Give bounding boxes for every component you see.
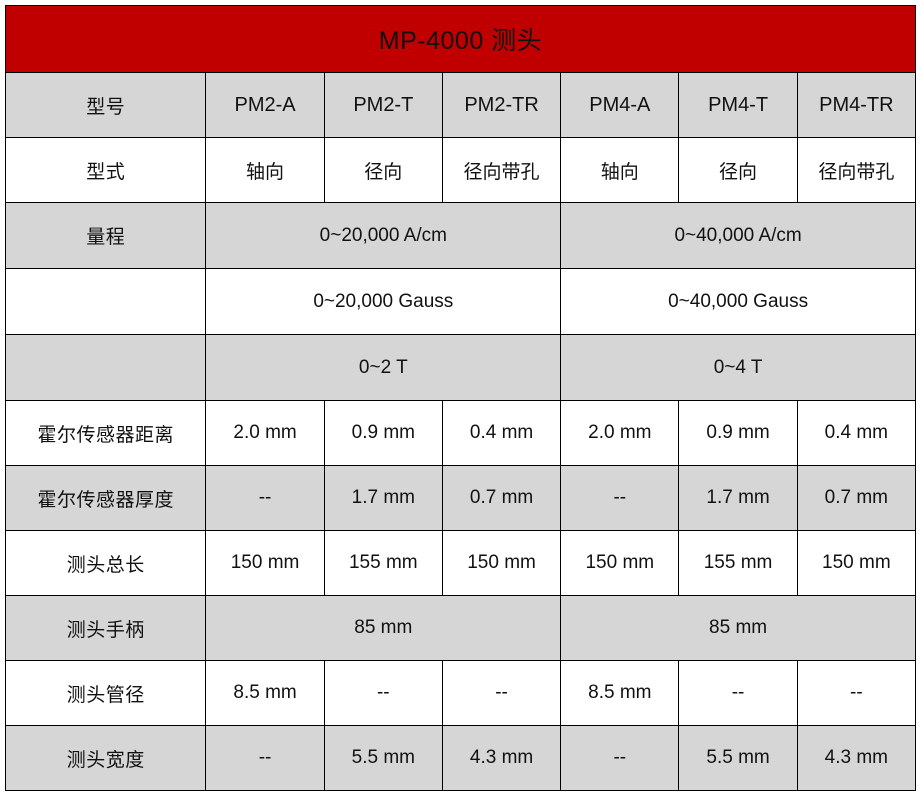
cell-sensor-distance-pm2tr: 0.4 mm	[441, 400, 562, 466]
cell-sensor-distance-pm4t: 0.9 mm	[678, 400, 798, 466]
row-label-probe-width: 测头宽度	[4, 725, 207, 791]
column-header-pm2tr: PM2-TR	[441, 72, 562, 138]
cell-sensor-distance-pm2a: 2.0 mm	[205, 400, 325, 466]
cell-probe-width-pm2tr: 4.3 mm	[441, 725, 562, 791]
cell-range-gauss-pm4: 0~40,000 Gauss	[560, 268, 916, 335]
cell-range-tesla-pm2: 0~2 T	[205, 334, 562, 401]
table-row-probe-length: 测头总长 150 mm 155 mm 150 mm 150 mm 155 mm …	[4, 530, 917, 596]
cell-probe-diameter-pm2a: 8.5 mm	[205, 660, 325, 726]
row-label-sensor-thickness: 霍尔传感器厚度	[4, 465, 207, 531]
cell-sensor-distance-pm4a: 2.0 mm	[560, 400, 680, 466]
cell-range-tesla-pm4: 0~4 T	[560, 334, 916, 401]
cell-type-pm2a: 轴向	[205, 137, 325, 203]
cell-type-pm2t: 径向	[323, 137, 443, 203]
table-row-sensor-thickness: 霍尔传感器厚度 -- 1.7 mm 0.7 mm -- 1.7 mm 0.7 m…	[4, 465, 917, 531]
cell-probe-diameter-pm4t: --	[678, 660, 798, 726]
cell-probe-length-pm2tr: 150 mm	[441, 530, 562, 596]
cell-sensor-thickness-pm4a: --	[560, 465, 680, 531]
table-row-range-gauss: 0~20,000 Gauss 0~40,000 Gauss	[4, 268, 916, 335]
cell-sensor-thickness-pm4tr: 0.7 mm	[796, 465, 917, 531]
column-header-pm4tr: PM4-TR	[796, 72, 917, 138]
cell-type-pm4tr: 径向带孔	[796, 137, 917, 203]
cell-sensor-thickness-pm2a: --	[205, 465, 325, 531]
cell-type-pm4a: 轴向	[560, 137, 680, 203]
table-title-row: MP-4000 测头	[5, 5, 916, 73]
table-title: MP-4000 测头	[5, 5, 916, 73]
cell-probe-length-pm4tr: 150 mm	[796, 530, 917, 596]
table-row-range-acm: 量程 0~20,000 A/cm 0~40,000 A/cm	[4, 202, 916, 269]
cell-range-acm-pm4: 0~40,000 A/cm	[560, 202, 916, 269]
table-row-probe-handle: 测头手柄 85 mm 85 mm	[4, 595, 916, 661]
cell-probe-handle-pm4: 85 mm	[560, 595, 916, 661]
table-row-probe-diameter: 测头管径 8.5 mm -- -- 8.5 mm -- --	[4, 660, 917, 726]
cell-sensor-thickness-pm2tr: 0.7 mm	[441, 465, 562, 531]
probe-specification-table: MP-4000 测头 型号 PM2-A PM2-T PM2-TR PM4-A P…	[4, 5, 917, 791]
cell-probe-diameter-pm4a: 8.5 mm	[560, 660, 680, 726]
row-label-range: 量程	[4, 202, 207, 269]
cell-probe-length-pm4a: 150 mm	[560, 530, 680, 596]
column-header-pm2a: PM2-A	[205, 72, 325, 138]
cell-probe-width-pm2t: 5.5 mm	[323, 725, 443, 791]
table-row-type: 型式 轴向 径向 径向带孔 轴向 径向 径向带孔	[4, 137, 917, 203]
table-row-probe-width: 测头宽度 -- 5.5 mm 4.3 mm -- 5.5 mm 4.3 mm	[4, 725, 917, 791]
table-row-range-tesla: 0~2 T 0~4 T	[4, 334, 916, 401]
row-label-range-tesla-empty	[4, 334, 207, 401]
cell-probe-diameter-pm2tr: --	[441, 660, 562, 726]
table-row-sensor-distance: 霍尔传感器距离 2.0 mm 0.9 mm 0.4 mm 2.0 mm 0.9 …	[4, 400, 917, 466]
table-header-row: 型号 PM2-A PM2-T PM2-TR PM4-A PM4-T PM4-TR	[4, 72, 917, 138]
row-label-probe-handle: 测头手柄	[4, 595, 207, 661]
cell-probe-diameter-pm4tr: --	[796, 660, 917, 726]
cell-sensor-thickness-pm4t: 1.7 mm	[678, 465, 798, 531]
cell-probe-length-pm2t: 155 mm	[323, 530, 443, 596]
cell-probe-width-pm4a: --	[560, 725, 680, 791]
cell-probe-handle-pm2: 85 mm	[205, 595, 562, 661]
cell-sensor-thickness-pm2t: 1.7 mm	[323, 465, 443, 531]
row-label-probe-length: 测头总长	[4, 530, 207, 596]
column-header-label: 型号	[4, 72, 207, 138]
cell-range-gauss-pm2: 0~20,000 Gauss	[205, 268, 562, 335]
cell-probe-length-pm4t: 155 mm	[678, 530, 798, 596]
cell-probe-width-pm4t: 5.5 mm	[678, 725, 798, 791]
row-label-probe-diameter: 测头管径	[4, 660, 207, 726]
cell-type-pm2tr: 径向带孔	[441, 137, 562, 203]
row-label-sensor-distance: 霍尔传感器距离	[4, 400, 207, 466]
column-header-pm4a: PM4-A	[560, 72, 680, 138]
cell-probe-length-pm2a: 150 mm	[205, 530, 325, 596]
cell-sensor-distance-pm4tr: 0.4 mm	[796, 400, 917, 466]
cell-probe-width-pm4tr: 4.3 mm	[796, 725, 917, 791]
row-label-range-gauss-empty	[4, 268, 207, 335]
column-header-pm2t: PM2-T	[323, 72, 443, 138]
row-label-type: 型式	[4, 137, 207, 203]
cell-sensor-distance-pm2t: 0.9 mm	[323, 400, 443, 466]
cell-probe-diameter-pm2t: --	[323, 660, 443, 726]
cell-range-acm-pm2: 0~20,000 A/cm	[205, 202, 562, 269]
cell-type-pm4t: 径向	[678, 137, 798, 203]
cell-probe-width-pm2a: --	[205, 725, 325, 791]
column-header-pm4t: PM4-T	[678, 72, 798, 138]
